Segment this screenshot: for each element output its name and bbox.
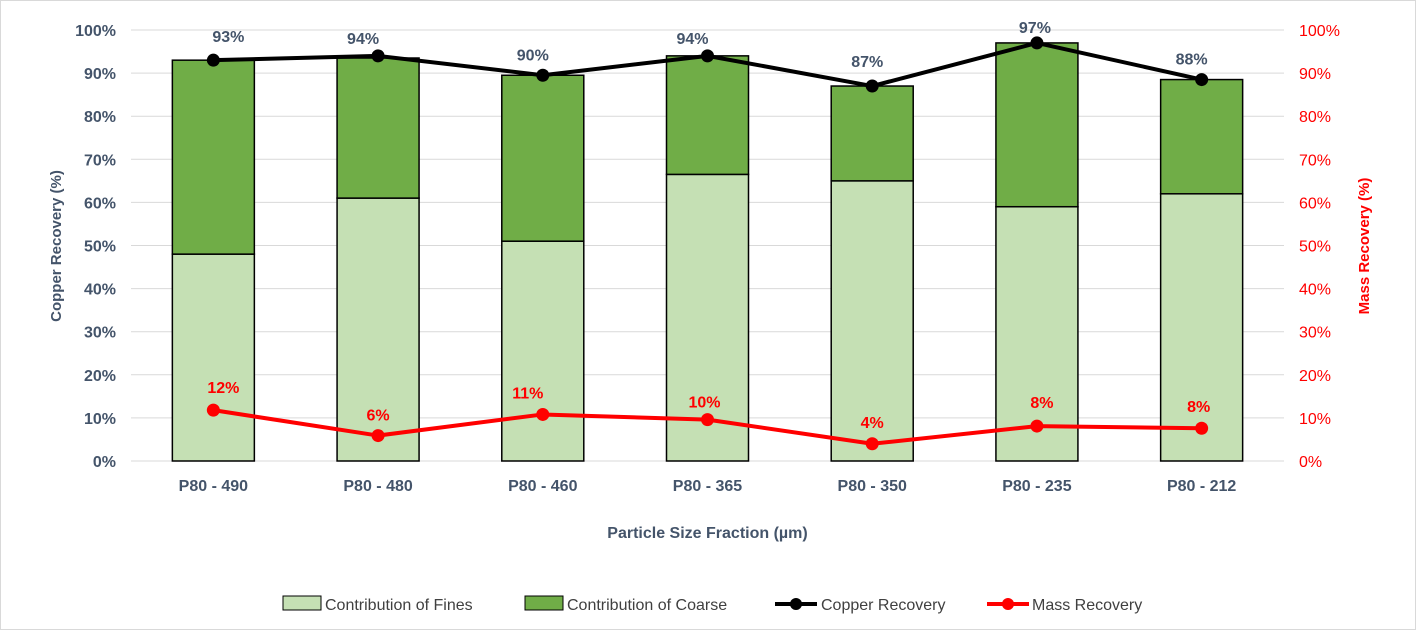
mass-recovery-marker	[1195, 421, 1209, 435]
mass-recovery-data-label: 10%	[688, 395, 720, 412]
bar-fines	[501, 240, 585, 462]
copper-recovery-marker	[865, 79, 879, 93]
y2-axis-tick-label: 40%	[1299, 282, 1331, 299]
legend-label: Copper Recovery	[821, 597, 946, 614]
bar-coarse	[1159, 78, 1244, 195]
mass-recovery-marker	[371, 429, 385, 443]
y2-axis-tick-label: 100%	[1299, 23, 1340, 40]
mass-recovery-data-label: 6%	[367, 408, 390, 425]
y2-axis-tick-label: 70%	[1299, 152, 1331, 169]
y-axis-tick-label: 80%	[84, 109, 116, 126]
bar-fines	[1159, 193, 1244, 462]
y-axis-tick-label: 70%	[84, 152, 116, 169]
legend-swatch	[524, 595, 564, 611]
bar-coarse	[171, 59, 256, 255]
mass-recovery-data-label: 8%	[1187, 399, 1210, 416]
copper-recovery-marker	[1195, 73, 1209, 87]
copper-recovery-marker	[371, 49, 385, 63]
bar-coarse	[995, 42, 1079, 208]
mass-recovery-data-label: 12%	[207, 380, 239, 397]
copper-recovery-marker	[536, 68, 550, 82]
copper-recovery-data-label: 94%	[676, 31, 708, 48]
y2-axis-tick-label: 50%	[1299, 239, 1331, 256]
bar-coarse	[501, 74, 585, 242]
y-axis-tick-label: 10%	[84, 411, 116, 428]
legend-label: Contribution of Fines	[325, 597, 473, 614]
copper-recovery-marker	[1030, 36, 1044, 50]
mass-recovery-marker	[701, 413, 714, 427]
copper-recovery-data-label: 87%	[851, 54, 883, 71]
bar-fines	[830, 180, 914, 462]
bar-fines	[995, 205, 1079, 462]
copper-recovery-data-label: 93%	[212, 29, 244, 46]
x-axis-tick-label: P80 - 365	[673, 478, 742, 495]
legend-swatch	[282, 595, 322, 611]
y2-axis-tick-label: 30%	[1299, 325, 1331, 342]
mass-recovery-marker	[536, 407, 550, 421]
mass-recovery-marker	[206, 403, 220, 417]
y-axis-tick-label: 50%	[84, 239, 116, 256]
y2-axis-tick-label: 80%	[1299, 109, 1331, 126]
x-axis-tick-label: P80 - 212	[1167, 478, 1236, 495]
x-axis-tick-label: P80 - 460	[508, 478, 577, 495]
y-axis-tick-label: 20%	[84, 368, 116, 385]
y2-axis-title: Mass Recovery (%)	[1356, 178, 1373, 315]
y2-axis-tick-label: 20%	[1299, 368, 1331, 385]
x-axis-tick-label: P80 - 350	[838, 478, 907, 495]
copper-recovery-marker	[701, 49, 714, 63]
y2-axis-tick-label: 60%	[1299, 195, 1331, 212]
y-axis-tick-label: 30%	[84, 325, 116, 342]
bar-coarse	[665, 55, 750, 176]
y-axis-tick-label: 40%	[84, 282, 116, 299]
y-axis-tick-label: 90%	[84, 66, 116, 83]
x-axis-tick-label: P80 - 480	[343, 478, 412, 495]
mass-recovery-marker	[1030, 419, 1044, 433]
y-axis-title: Copper Recovery (%)	[48, 170, 65, 322]
y-axis-tick-label: 60%	[84, 195, 116, 212]
bar-fines	[336, 197, 420, 462]
copper-recovery-data-label: 88%	[1176, 52, 1208, 69]
copper-recovery-marker	[206, 53, 220, 67]
x-axis-title: Particle Size Fraction (µm)	[607, 525, 807, 542]
y2-axis-tick-label: 90%	[1299, 66, 1331, 83]
y-axis-tick-label: 0%	[93, 454, 116, 471]
x-axis-tick-label: P80 - 235	[1002, 478, 1071, 495]
legend-marker	[790, 598, 802, 610]
legend-marker	[1002, 598, 1014, 610]
copper-recovery-data-label: 97%	[1019, 20, 1051, 37]
legend-label: Contribution of Coarse	[567, 597, 727, 614]
mass-recovery-marker	[865, 437, 879, 451]
x-axis-tick-label: P80 - 490	[179, 478, 248, 495]
mass-recovery-data-label: 11%	[512, 385, 543, 402]
legend-label: Mass Recovery	[1032, 597, 1142, 614]
bar-coarse	[336, 57, 420, 199]
mass-recovery-data-label: 4%	[861, 415, 884, 432]
copper-recovery-data-label: 90%	[517, 47, 549, 64]
y2-axis-tick-label: 10%	[1299, 411, 1331, 428]
copper-recovery-data-label: 94%	[347, 31, 379, 48]
y-axis-tick-label: 100%	[75, 23, 116, 40]
bar-fines	[171, 253, 256, 462]
y2-axis-tick-label: 0%	[1299, 454, 1322, 471]
mass-recovery-data-label: 8%	[1030, 395, 1053, 412]
bar-coarse	[830, 85, 914, 182]
